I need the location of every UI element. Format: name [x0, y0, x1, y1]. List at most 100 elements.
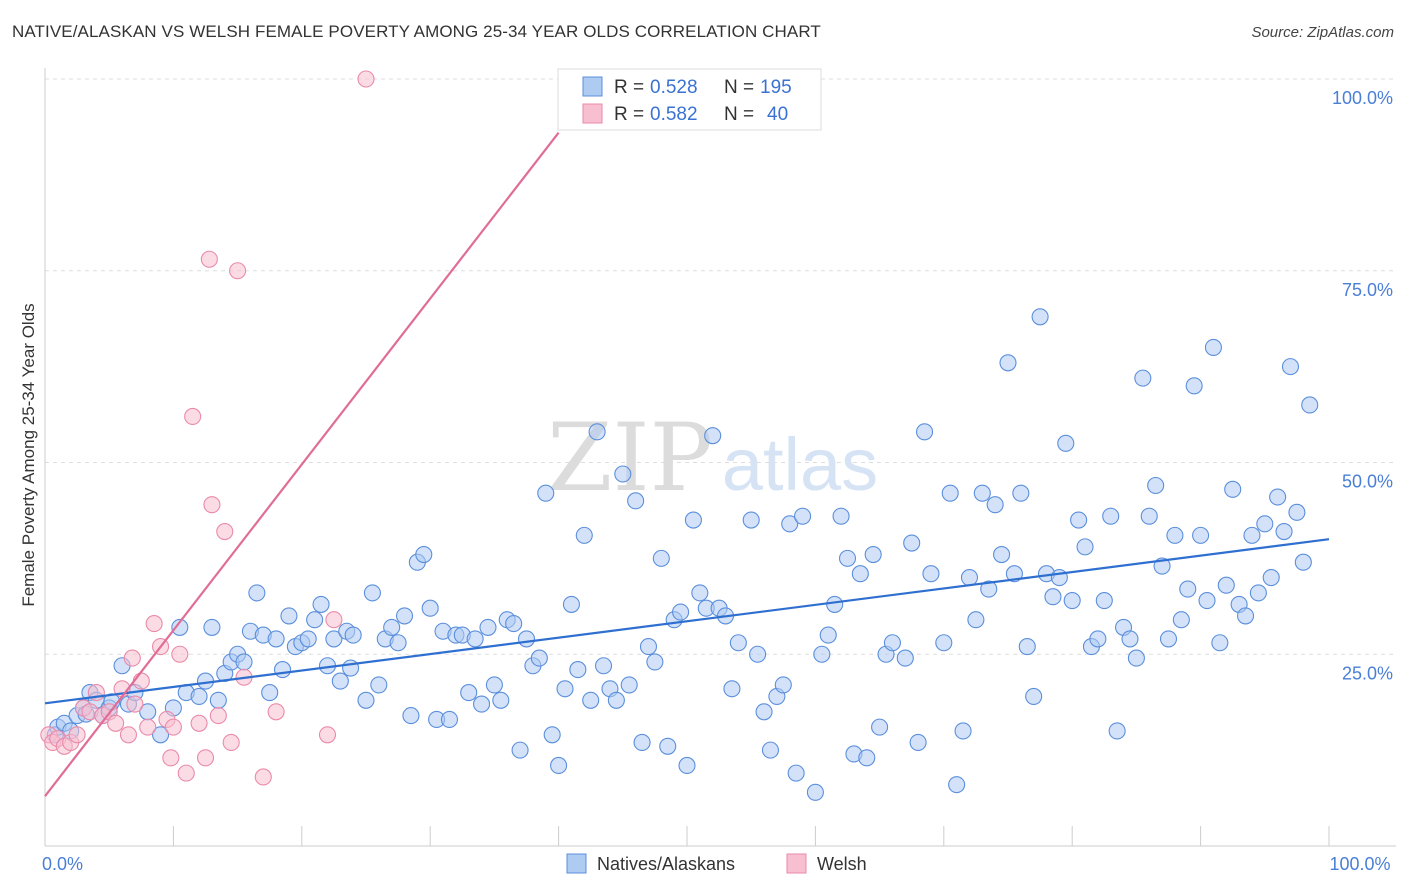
natives-point-126 — [909, 733, 927, 752]
welsh-point-32 — [222, 733, 240, 752]
natives-point-66 — [505, 615, 523, 633]
welsh-point-24 — [177, 764, 195, 782]
natives-point-80 — [594, 657, 613, 675]
welsh-point-26 — [190, 714, 208, 732]
natives-point-178 — [1249, 584, 1267, 602]
natives-point-56 — [440, 710, 459, 728]
natives-point-43 — [357, 691, 375, 709]
natives-point-123 — [883, 634, 901, 652]
natives-point-108 — [781, 515, 799, 533]
natives-point-95 — [691, 584, 709, 602]
natives-point-72 — [543, 726, 561, 744]
natives-point-149 — [1063, 592, 1081, 610]
y-axis-label: Female Poverty Among 25-34 Year Olds — [19, 303, 38, 606]
stats-r-value-welsh: 0.582 — [650, 104, 698, 125]
natives-point-92 — [672, 603, 690, 621]
natives-point-103 — [749, 645, 767, 663]
natives-point-32 — [280, 607, 298, 625]
natives-point-161 — [1140, 507, 1158, 525]
natives-point-165 — [1166, 526, 1184, 544]
natives-point-172 — [1211, 634, 1229, 652]
natives-point-30 — [267, 630, 285, 648]
natives-point-59 — [460, 684, 478, 702]
stats-n-label-natives: N = — [724, 77, 754, 98]
natives-point-151 — [1076, 538, 1094, 556]
natives-point-162 — [1147, 476, 1165, 495]
welsh-point-38 — [325, 611, 343, 629]
welsh-point-22 — [164, 718, 182, 736]
natives-point-100 — [723, 680, 741, 698]
natives-point-40 — [331, 672, 349, 690]
natives-point-79 — [588, 423, 606, 441]
natives-point-107 — [774, 676, 792, 694]
legend-label-welsh: Welsh — [817, 854, 867, 874]
natives-point-112 — [813, 645, 831, 663]
natives-point-16 — [171, 618, 189, 636]
welsh-point-5 — [68, 726, 86, 744]
natives-point-180 — [1262, 568, 1280, 587]
welsh-point-13 — [119, 726, 138, 744]
natives-point-53 — [421, 599, 439, 617]
natives-point-148 — [1057, 434, 1075, 452]
natives-point-168 — [1185, 377, 1203, 395]
welsh-point-17 — [139, 718, 157, 736]
welsh-point-21 — [162, 749, 180, 767]
natives-point-50 — [402, 707, 420, 725]
natives-point-42 — [344, 626, 362, 644]
natives-point-167 — [1179, 580, 1197, 598]
natives-point-114 — [826, 595, 844, 613]
natives-point-155 — [1102, 507, 1120, 525]
natives-point-113 — [819, 626, 837, 644]
natives-point-146 — [1044, 588, 1062, 606]
natives-point-184 — [1288, 503, 1306, 521]
natives-point-104 — [755, 703, 773, 721]
chart-title: NATIVE/ALASKAN VS WELSH FEMALE POVERTY A… — [12, 22, 821, 41]
natives-point-156 — [1108, 722, 1126, 740]
natives-point-63 — [485, 676, 503, 694]
stats-n-label-welsh: N = — [724, 104, 754, 125]
natives-point-138 — [993, 545, 1011, 564]
natives-point-84 — [620, 676, 638, 694]
natives-point-183 — [1281, 358, 1300, 376]
natives-point-134 — [967, 611, 985, 629]
stats-swatch-welsh — [582, 103, 603, 124]
natives-point-164 — [1159, 630, 1178, 648]
natives-point-144 — [1031, 308, 1049, 326]
natives-point-131 — [948, 776, 966, 794]
natives-point-110 — [794, 507, 812, 525]
natives-point-102 — [742, 511, 760, 529]
natives-point-105 — [761, 741, 780, 759]
natives-point-73 — [550, 756, 568, 775]
natives-point-75 — [562, 595, 580, 613]
stats-n-value-natives: 195 — [760, 77, 792, 98]
natives-point-133 — [960, 568, 979, 587]
natives-point-182 — [1275, 522, 1293, 541]
welsh-point-28 — [200, 250, 218, 268]
natives-point-124 — [896, 649, 914, 667]
welsh-point-37 — [318, 726, 337, 744]
natives-point-48 — [389, 634, 407, 652]
natives-point-150 — [1070, 511, 1088, 529]
natives-point-128 — [922, 565, 940, 583]
natives-point-153 — [1089, 630, 1107, 648]
natives-point-176 — [1236, 607, 1255, 625]
natives-point-181 — [1269, 488, 1287, 506]
trend-layer — [44, 132, 1330, 797]
natives-point-160 — [1134, 369, 1152, 387]
y-tick-label-2: 75.0% — [1342, 280, 1393, 300]
welsh-point-36 — [267, 703, 285, 721]
legend-label-natives: Natives/Alaskans — [597, 854, 735, 874]
natives-point-154 — [1095, 592, 1113, 610]
natives-point-116 — [838, 549, 857, 567]
y-tick-label-1: 50.0% — [1342, 472, 1393, 492]
natives-point-169 — [1192, 526, 1210, 544]
natives-trend-line — [44, 538, 1330, 705]
natives-point-121 — [871, 718, 889, 736]
natives-point-14 — [152, 726, 170, 744]
natives-point-158 — [1121, 630, 1139, 648]
welsh-point-29 — [203, 496, 221, 514]
natives-point-64 — [492, 691, 510, 709]
points-layer — [40, 70, 1319, 801]
y-tick-label-3: 100.0% — [1332, 88, 1393, 108]
watermark: ZIP atlas — [547, 404, 878, 513]
